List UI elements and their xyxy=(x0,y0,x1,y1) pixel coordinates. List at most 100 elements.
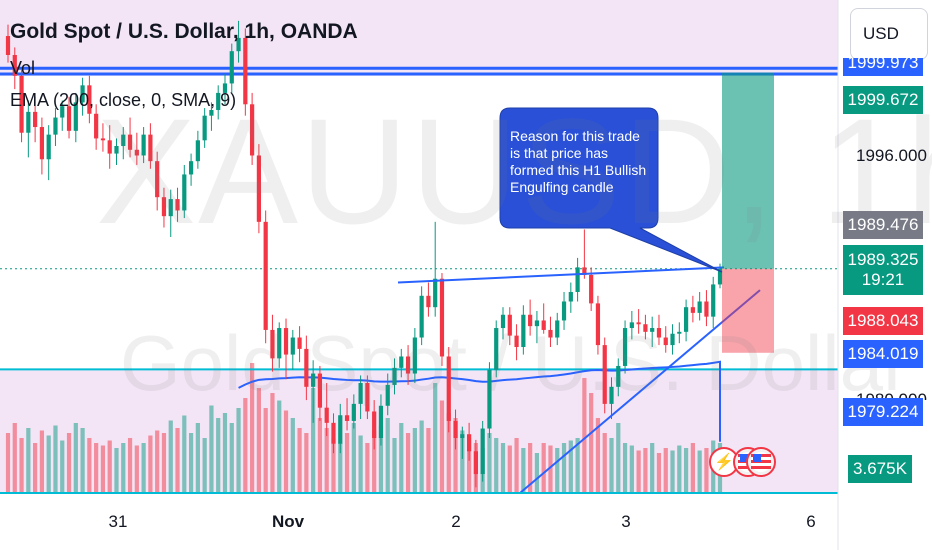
candle-48 xyxy=(331,422,336,444)
candle-80 xyxy=(548,329,553,338)
symbol-watermark: XAUUSD, 1h xyxy=(96,87,932,255)
volume-bar-91 xyxy=(622,443,628,493)
candle-61 xyxy=(419,295,424,338)
volume-bar-7 xyxy=(53,425,58,493)
volume-bar-76 xyxy=(521,448,526,493)
trend-drawings[interactable] xyxy=(397,266,761,494)
candle-77 xyxy=(528,314,533,327)
candle-37 xyxy=(256,155,261,222)
volume-bar-88 xyxy=(602,433,607,493)
ema-legend[interactable]: EMA (200, close, 0, SMA, 9) xyxy=(10,90,237,110)
candle-87 xyxy=(595,303,601,346)
volume-bar-48 xyxy=(331,438,336,493)
price-zone-0 xyxy=(0,0,838,76)
candle-69 xyxy=(473,451,478,475)
volume-bar-22 xyxy=(155,430,160,493)
candle-101 xyxy=(690,307,695,313)
volume-bar-99 xyxy=(677,445,682,493)
last-price-label: 1989.325 xyxy=(847,250,919,269)
candle-90 xyxy=(616,365,621,387)
candle-15 xyxy=(107,140,112,154)
candle-18 xyxy=(127,134,133,150)
volume-bar-90 xyxy=(616,423,621,493)
candle-13 xyxy=(94,113,99,139)
price-tag-1999672: 1999.672 xyxy=(843,86,923,114)
volume-bar-45 xyxy=(311,388,316,493)
annotation-callout[interactable] xyxy=(499,107,723,273)
candle-49 xyxy=(338,415,343,444)
volume-bar-34 xyxy=(236,408,241,493)
volume-bar-36 xyxy=(250,363,255,493)
volume-bar-41 xyxy=(283,410,289,493)
candle-100 xyxy=(683,307,689,332)
resistance-trendline xyxy=(397,266,725,284)
volume-bar-4 xyxy=(33,443,38,493)
candle-57 xyxy=(392,367,397,385)
volume-bar-10 xyxy=(73,423,78,493)
volume-bar-78 xyxy=(534,453,540,493)
volume-bar-52 xyxy=(358,435,363,493)
candle-94 xyxy=(643,324,648,332)
volume-bar-62 xyxy=(426,428,431,493)
long-position-tool[interactable] xyxy=(722,72,774,353)
lightning-icon[interactable]: ⚡ xyxy=(709,447,739,477)
volume-bar-23 xyxy=(161,433,167,493)
volume-bar-85 xyxy=(582,378,587,493)
volume-bar-21 xyxy=(148,435,153,493)
annotation-text[interactable]: Reason for this trade is that price has … xyxy=(510,128,647,195)
candle-17 xyxy=(121,134,126,147)
candle-28 xyxy=(195,140,200,162)
volume-bar-24 xyxy=(168,420,173,493)
volume-bar-54 xyxy=(372,430,377,493)
candle-25 xyxy=(175,199,180,211)
candle-11 xyxy=(80,85,85,103)
volume-bar-18 xyxy=(127,438,133,493)
volume-bar-26 xyxy=(182,415,187,493)
volume-bar-40 xyxy=(277,400,282,493)
volume-bar-19 xyxy=(134,445,139,493)
candle-20 xyxy=(141,134,146,156)
candle-24 xyxy=(168,199,173,217)
candle-102 xyxy=(697,301,702,313)
volume-bar-27 xyxy=(188,433,194,493)
axis-lines xyxy=(0,0,839,550)
candle-30 xyxy=(209,109,214,116)
candle-38 xyxy=(263,221,268,330)
candle-39 xyxy=(270,329,275,359)
candle-41 xyxy=(283,328,289,355)
currency-button[interactable]: USD xyxy=(850,8,928,60)
candle-63 xyxy=(433,278,438,308)
volume-bar-47 xyxy=(324,428,329,493)
candle-98 xyxy=(670,333,675,346)
volume-bar-67 xyxy=(460,430,465,493)
volume-bar-98 xyxy=(670,450,675,493)
candle-67 xyxy=(460,434,465,439)
candle-73 xyxy=(500,314,506,329)
chart-title[interactable]: Gold Spot / U.S. Dollar, 1h, OANDA xyxy=(10,20,358,43)
candle-81 xyxy=(555,320,560,338)
position-loss-zone xyxy=(722,268,774,353)
callout-bubble xyxy=(499,107,723,273)
volume-bar-53 xyxy=(365,443,370,493)
volume-bar-55 xyxy=(378,425,384,493)
volume-bar-97 xyxy=(663,448,668,493)
volume-bar-14 xyxy=(100,445,106,493)
volume-legend[interactable]: Vol xyxy=(10,58,36,78)
us-flag-icon-2[interactable] xyxy=(746,447,776,477)
volume-bar-37 xyxy=(256,388,261,493)
volume-bar-29 xyxy=(202,438,207,493)
volume-bar-5 xyxy=(39,430,45,493)
volume-bar-35 xyxy=(243,398,248,493)
price-tag-1988043: 1988.043 xyxy=(843,307,923,335)
candle-4 xyxy=(33,111,38,128)
price-tag-last: 1989.325 19:21 xyxy=(843,245,923,295)
volume-bar-93 xyxy=(636,450,641,493)
candle-32 xyxy=(222,83,228,93)
candle-88 xyxy=(602,345,607,404)
candle-22 xyxy=(155,161,160,198)
candle-21 xyxy=(148,134,153,162)
candle-31 xyxy=(216,92,221,110)
candle-62 xyxy=(426,295,431,308)
candle-5 xyxy=(39,127,45,160)
